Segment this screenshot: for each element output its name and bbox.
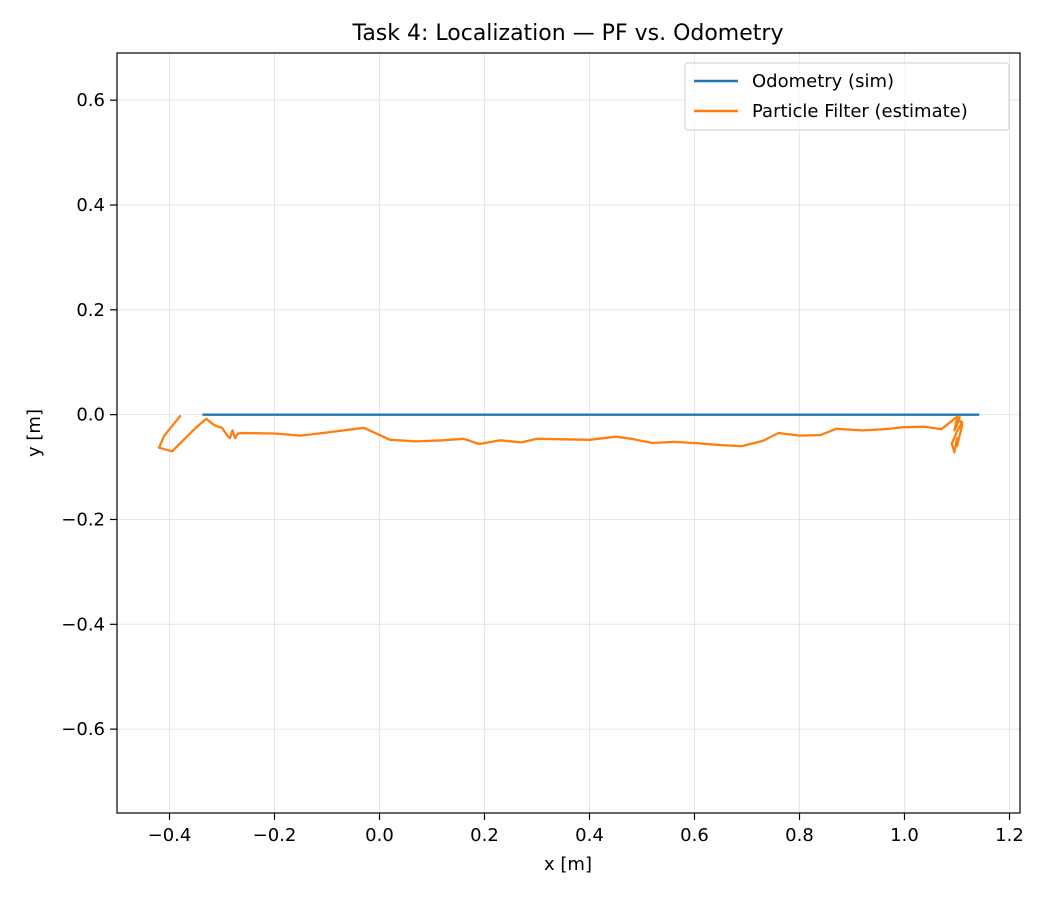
plot-frame xyxy=(116,52,1021,814)
ticks: −0.4 −0.2 0.0 0.2 0.4 0.6 0.8 1.0 1.2 −0.6 −0.4 −0.… xyxy=(61,90,1024,846)
y-tick-label: −0.4 xyxy=(61,614,105,635)
x-tick-label: 1.2 xyxy=(995,825,1024,846)
y-tick-label: 0.0 xyxy=(76,405,105,426)
legend: Odometry (sim) Particle Filter (estimate… xyxy=(684,62,1010,131)
x-tick-label: 0.2 xyxy=(470,825,499,846)
x-tick-label: 1.0 xyxy=(890,825,919,846)
x-tick-label: 0.4 xyxy=(575,825,604,846)
y-tick-label: 0.2 xyxy=(76,300,105,321)
legend-label-particle-filter: Particle Filter (estimate) xyxy=(752,101,968,122)
series-layer xyxy=(157,413,980,454)
x-tick-label: 0.6 xyxy=(680,825,709,846)
y-tick-label: 0.6 xyxy=(76,90,105,111)
x-tick-label: −0.4 xyxy=(148,825,192,846)
x-tick-label: −0.2 xyxy=(253,825,297,846)
particle-filter-line xyxy=(157,414,964,454)
y-tick-label: −0.2 xyxy=(61,509,105,530)
legend-label-odometry: Odometry (sim) xyxy=(752,71,894,92)
y-axis-label: y [m] xyxy=(24,409,45,457)
x-tick-label: 0.0 xyxy=(365,825,394,846)
plot-area: −0.4 −0.2 0.0 0.2 0.4 0.6 0.8 1.0 1.2 −0.6 −0.4 −0.… xyxy=(61,52,1024,846)
y-tick-label: −0.6 xyxy=(61,719,105,740)
grid xyxy=(117,53,1020,813)
x-tick-label: 0.8 xyxy=(785,825,814,846)
y-tick-label: 0.4 xyxy=(76,195,105,216)
legend-box xyxy=(684,62,1010,131)
chart-title: Task 4: Localization — PF vs. Odometry xyxy=(352,21,784,46)
x-axis-label: x [m] xyxy=(544,854,592,875)
